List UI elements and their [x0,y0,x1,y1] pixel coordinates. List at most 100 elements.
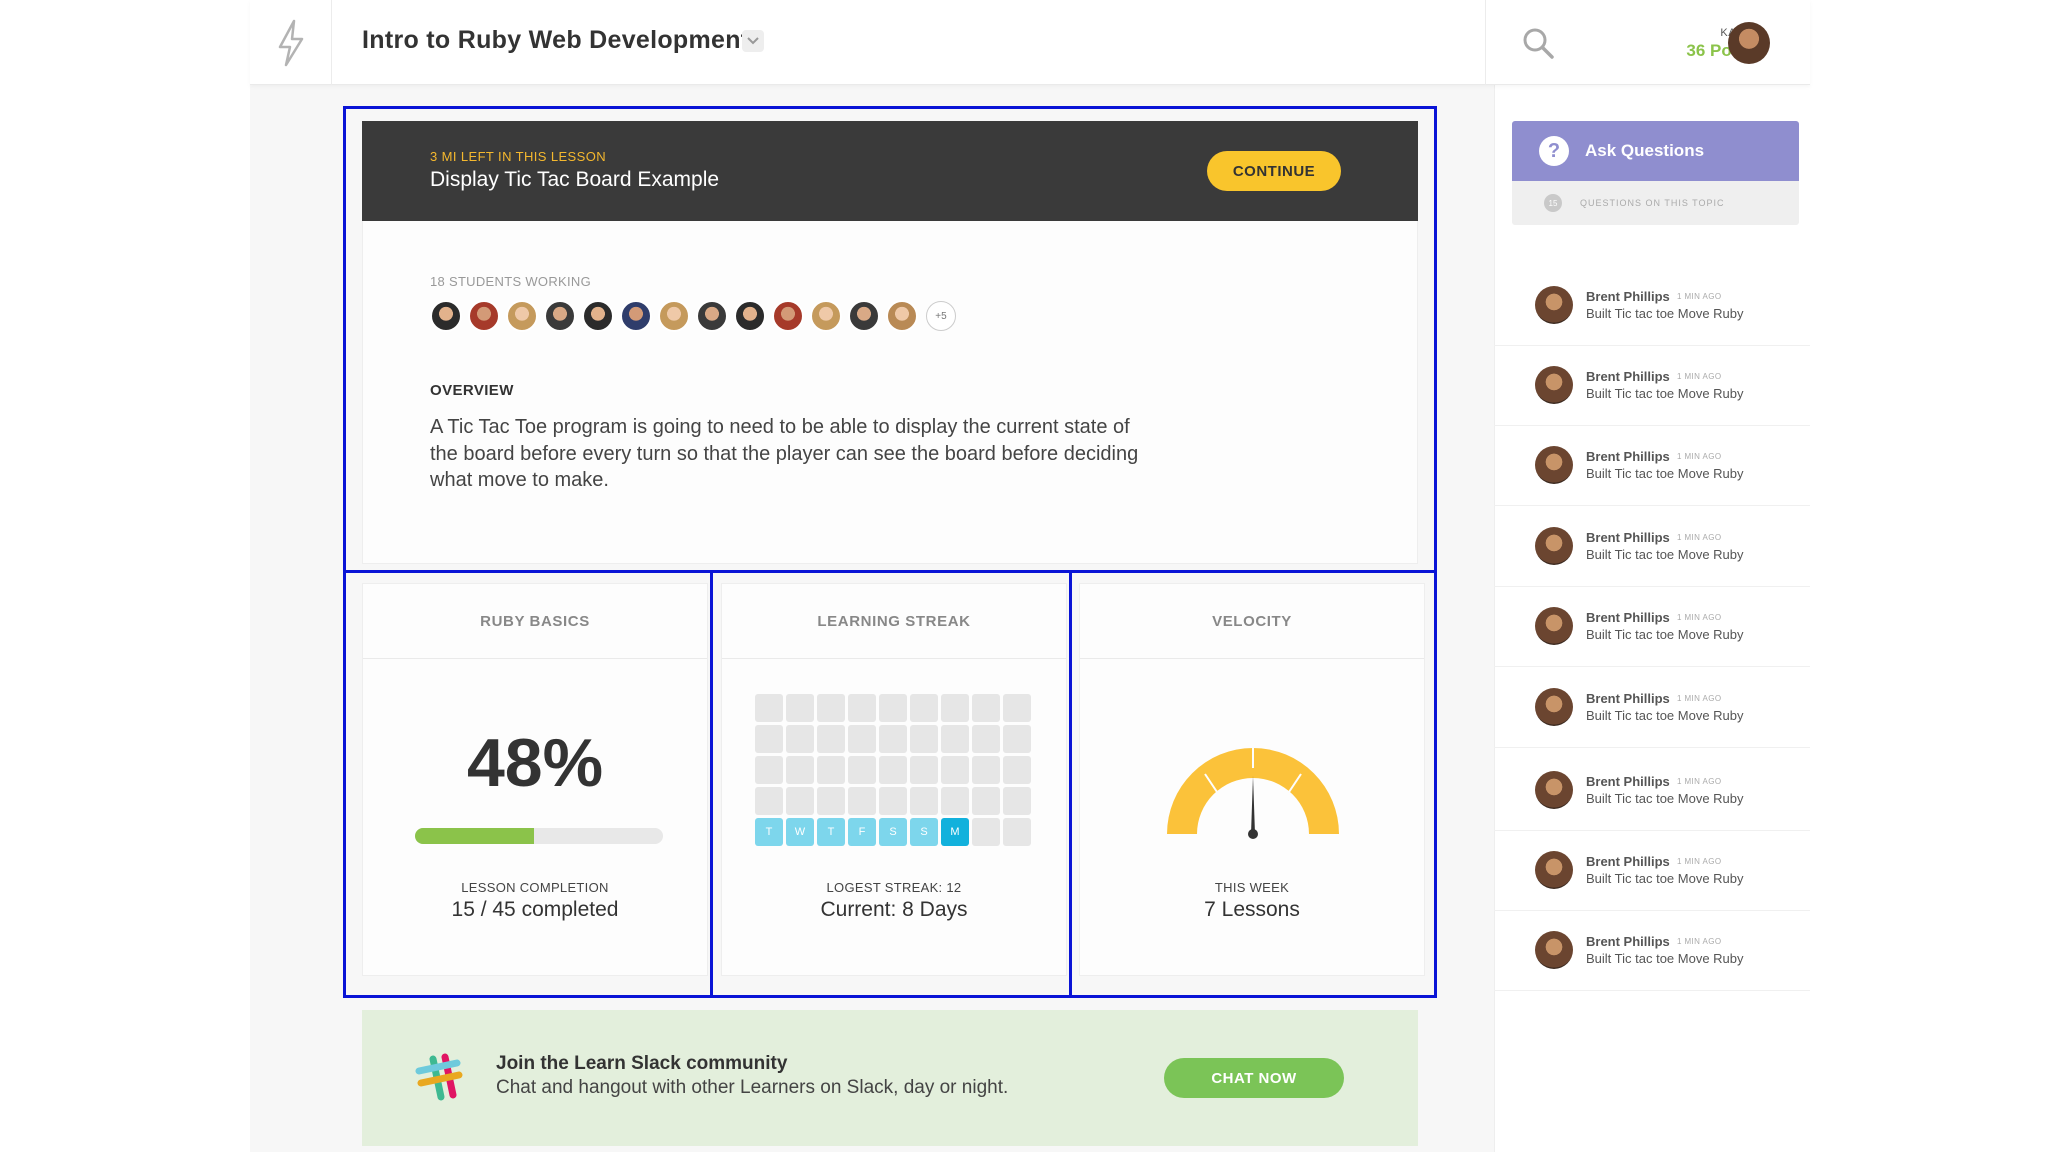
student-avatar[interactable] [772,300,804,332]
streak-day-cell [786,787,814,815]
questions-on-topic-link[interactable]: 15 QUESTIONS ON THIS TOPIC [1512,181,1799,225]
activity-avatar [1535,527,1573,565]
streak-day-cell [879,694,907,722]
streak-day-cell [848,725,876,753]
activity-user-name: Brent Phillips [1586,530,1670,545]
activity-user-name: Brent Phillips [1586,369,1670,384]
activity-avatar [1535,446,1573,484]
activity-item[interactable]: Brent Phillips 1 MIN AGO Built Tic tac t… [1494,668,1810,748]
activity-text: Built Tic tac toe Move Ruby [1586,627,1744,642]
search-button[interactable] [1485,0,1590,85]
activity-text: Built Tic tac toe Move Ruby [1586,708,1744,723]
activity-item[interactable]: Brent Phillips 1 MIN AGO Built Tic tac t… [1494,507,1810,587]
streak-day-cell [755,787,783,815]
students-working-label: 18 STUDENTS WORKING [430,274,591,289]
activity-item[interactable]: Brent Phillips 1 MIN AGO Built Tic tac t… [1494,426,1810,506]
activity-item[interactable]: Brent Phillips 1 MIN AGO Built Tic tac t… [1494,587,1810,667]
activity-text: Built Tic tac toe Move Ruby [1586,871,1744,886]
streak-day-cell: W [786,818,814,846]
chat-now-button[interactable]: CHAT NOW [1164,1058,1344,1098]
activity-time: 1 MIN AGO [1677,937,1722,946]
student-avatar[interactable] [620,300,652,332]
time-left-label: 3 MI LEFT IN THIS LESSON [430,149,606,164]
streak-day-cell [1003,756,1031,784]
course-title: Intro to Ruby Web Development [362,26,750,54]
student-avatar[interactable] [430,300,462,332]
streak-day-cell [755,756,783,784]
streak-day-cell [941,787,969,815]
streak-day-cell [848,756,876,784]
student-avatar[interactable] [506,300,538,332]
student-avatar[interactable] [544,300,576,332]
completion-sub-label: LESSON COMPLETION [461,880,609,895]
streak-day-cell [817,725,845,753]
student-avatar[interactable] [658,300,690,332]
continue-button[interactable]: CONTINUE [1207,151,1341,191]
activity-user-name: Brent Phillips [1586,854,1670,869]
activity-item[interactable]: Brent Phillips 1 MIN AGO Built Tic tac t… [1494,751,1810,831]
completion-count: 15 / 45 completed [451,898,619,921]
streak-day-cell [786,756,814,784]
slack-logo-icon [415,1053,463,1101]
streak-day-cell [972,818,1000,846]
activity-item[interactable]: Brent Phillips 1 MIN AGO Built Tic tac t… [1494,346,1810,426]
streak-day-cell [848,694,876,722]
completion-progress-bar [415,828,663,844]
streak-day-cell [1003,694,1031,722]
streak-day-cell [910,756,938,784]
activity-item[interactable]: Brent Phillips 1 MIN AGO Built Tic tac t… [1494,831,1810,911]
activity-user-name: Brent Phillips [1586,934,1670,949]
student-avatar[interactable] [582,300,614,332]
course-dropdown[interactable] [742,30,764,52]
student-avatar[interactable] [810,300,842,332]
activity-text: Built Tic tac toe Move Ruby [1586,951,1744,966]
slack-title: Join the Learn Slack community [496,1053,788,1074]
streak-day-cell [1003,787,1031,815]
chevron-down-icon [747,37,759,45]
streak-day-cell [755,725,783,753]
activity-item[interactable]: Brent Phillips 1 MIN AGO Built Tic tac t… [1494,911,1810,991]
overview-heading: OVERVIEW [430,382,514,399]
student-avatar[interactable] [468,300,500,332]
activity-avatar [1535,286,1573,324]
activity-text: Built Tic tac toe Move Ruby [1586,547,1744,562]
questions-count-badge: 15 [1544,194,1562,212]
streak-day-cell [1003,725,1031,753]
activity-avatar [1535,851,1573,889]
activity-user-name: Brent Phillips [1586,610,1670,625]
velocity-card: VELOCITY THIS WEEK 7 Lessons [1079,583,1425,976]
student-avatar[interactable] [696,300,728,332]
streak-day-cell [910,787,938,815]
question-icon: ? [1539,136,1569,166]
velocity-value: 7 Lessons [1204,898,1300,921]
top-bar: Intro to Ruby Web Development KARMA 36 P… [250,0,1810,85]
ask-questions-button[interactable]: ? Ask Questions [1512,121,1799,181]
streak-day-cell [972,725,1000,753]
activity-item[interactable]: Brent Phillips 1 MIN AGO Built Tic tac t… [1494,266,1810,346]
streak-day-cell: T [817,818,845,846]
streak-day-cell [879,787,907,815]
activity-text: Built Tic tac toe Move Ruby [1586,386,1744,401]
activity-time: 1 MIN AGO [1677,292,1722,301]
more-students-badge[interactable]: +5 [926,301,956,331]
user-avatar[interactable] [1728,22,1770,64]
streak-day-cell: F [848,818,876,846]
longest-streak-label: LOGEST STREAK: 12 [826,880,962,895]
streak-day-cell [972,787,1000,815]
student-avatar[interactable] [734,300,766,332]
home-logo[interactable] [250,0,332,85]
student-avatar[interactable] [848,300,880,332]
activity-time: 1 MIN AGO [1677,452,1722,461]
questions-on-topic-label: QUESTIONS ON THIS TOPIC [1580,198,1725,208]
student-avatars: +5 [430,300,956,332]
streak-day-cell [972,756,1000,784]
ask-questions-label: Ask Questions [1585,141,1705,160]
streak-day-cell [817,756,845,784]
streak-day-cell [1003,818,1031,846]
streak-day-cell [848,787,876,815]
streak-day-cell [910,725,938,753]
completion-percent: 48% [466,725,604,801]
student-avatar[interactable] [886,300,918,332]
learning-streak-title: LEARNING STREAK [722,584,1066,659]
